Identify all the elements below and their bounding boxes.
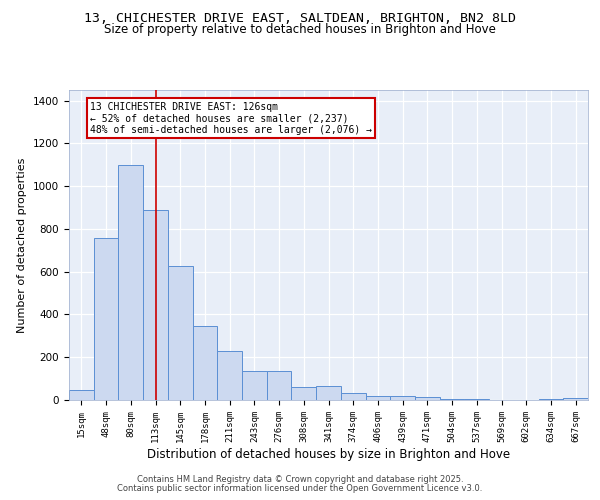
Bar — [69, 390, 94, 400]
Bar — [217, 351, 242, 400]
Bar — [464, 399, 489, 400]
Text: 13 CHICHESTER DRIVE EAST: 126sqm
← 52% of detached houses are smaller (2,237)
48: 13 CHICHESTER DRIVE EAST: 126sqm ← 52% o… — [90, 102, 372, 135]
Bar — [193, 326, 217, 400]
Bar — [168, 266, 193, 400]
Bar — [94, 238, 118, 400]
Bar — [242, 371, 267, 400]
Text: 13, CHICHESTER DRIVE EAST, SALTDEAN, BRIGHTON, BN2 8LD: 13, CHICHESTER DRIVE EAST, SALTDEAN, BRI… — [84, 12, 516, 26]
Bar — [365, 396, 390, 400]
Bar — [415, 397, 440, 400]
Bar — [563, 398, 588, 400]
Bar — [267, 371, 292, 400]
Text: Contains public sector information licensed under the Open Government Licence v3: Contains public sector information licen… — [118, 484, 482, 493]
X-axis label: Distribution of detached houses by size in Brighton and Hove: Distribution of detached houses by size … — [147, 448, 510, 460]
Bar — [390, 396, 415, 400]
Bar — [341, 393, 365, 400]
Bar — [143, 210, 168, 400]
Bar — [316, 386, 341, 400]
Text: Size of property relative to detached houses in Brighton and Hove: Size of property relative to detached ho… — [104, 22, 496, 36]
Bar — [292, 386, 316, 400]
Bar — [440, 399, 464, 400]
Y-axis label: Number of detached properties: Number of detached properties — [17, 158, 28, 332]
Bar — [118, 165, 143, 400]
Text: Contains HM Land Registry data © Crown copyright and database right 2025.: Contains HM Land Registry data © Crown c… — [137, 475, 463, 484]
